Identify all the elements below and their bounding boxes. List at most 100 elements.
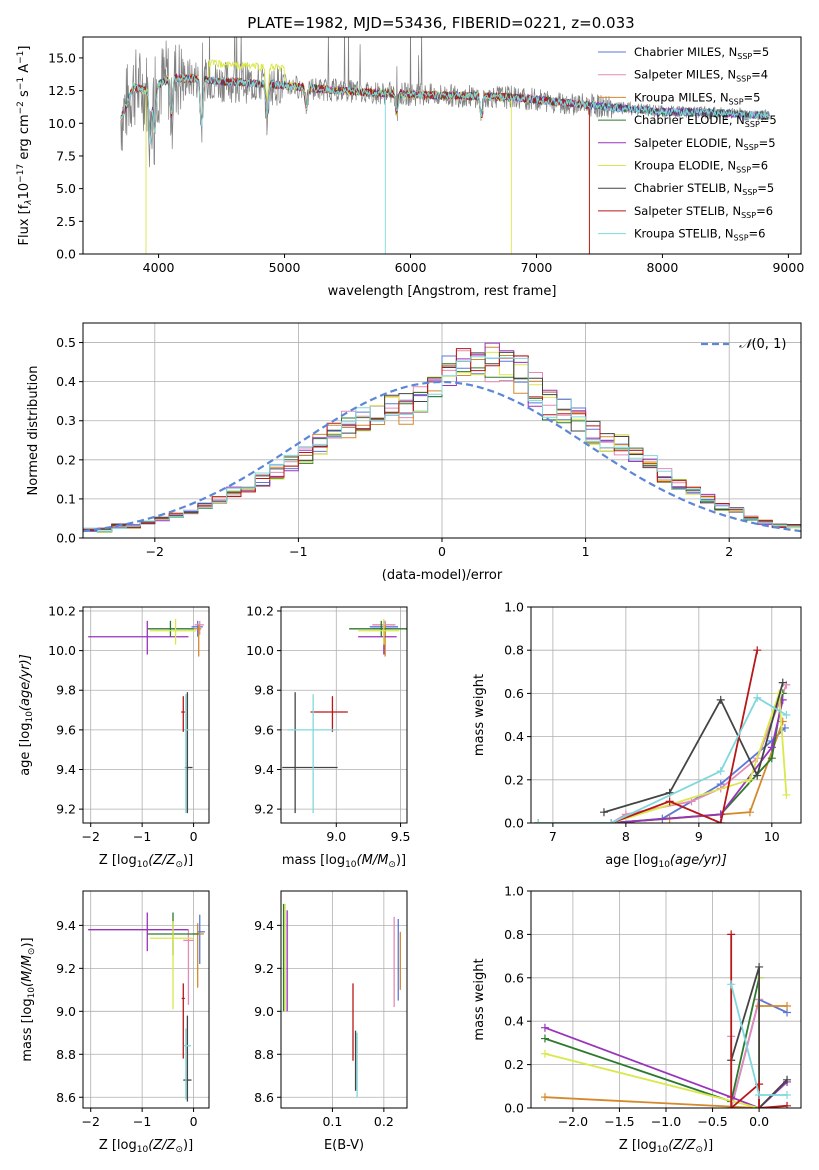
y-axis-label: Flux [fλ10−17 erg cm−2 s−1 A−1] (16, 46, 34, 246)
mass-weight-marker (767, 743, 776, 752)
y-axis-label: Normed distribution (26, 366, 41, 496)
y-tick-label: 9.8 (56, 683, 76, 698)
mass-weight-line (538, 693, 784, 823)
y-axis-label: mass [log10(M/M⊙)] (20, 937, 37, 1061)
mass-weight-marker (716, 819, 725, 823)
x-tick-label: 0 (438, 544, 446, 559)
y-tick-label: 10.0 (48, 643, 76, 658)
legend-entry: Kroupa MILES, NSSP=5 (634, 90, 760, 106)
x-tick-label: −2 (81, 1114, 99, 1129)
mass-weight-marker (783, 1090, 792, 1099)
mass-weight-marker (755, 962, 764, 971)
x-axis-label: Z [log10(Z/Z⊙)] (99, 1138, 193, 1155)
y-tick-label: 0.4 (56, 374, 76, 389)
mass-weight-marker (540, 1093, 549, 1102)
y-tick-label: 0.0 (504, 1101, 524, 1116)
mass-weight-marker (778, 717, 787, 726)
y-tick-label: 0.1 (56, 491, 76, 506)
x-tick-label: 4000 (143, 260, 175, 275)
y-tick-label: 15.0 (48, 50, 76, 65)
x-tick-label: 10 (764, 829, 780, 844)
spectrum-lines (120, 37, 770, 254)
error-bar-group (88, 618, 204, 814)
x-tick-label: −1 (133, 1114, 151, 1129)
y-tick-label: 0.8 (504, 927, 524, 942)
plot-layer: 4000 5000 6000 7000 8000 90000.02.55.07.510.0… (16, 36, 804, 1155)
x-tick-label: 6000 (395, 260, 427, 275)
y-tick-label: 0.0 (56, 531, 76, 546)
y-tick-label: 0.4 (504, 1014, 524, 1029)
axes-frame (82, 322, 802, 539)
error-bar-group (282, 618, 407, 814)
normal-curve (83, 380, 801, 533)
mass-weight-marker (599, 808, 608, 817)
x-axis-label: age [log10(age/yr)] (605, 853, 727, 870)
mass-weight-marker (753, 693, 762, 702)
mass-weight-marker (782, 790, 791, 799)
residual-histograms (83, 342, 801, 533)
x-tick-label: 8000 (647, 260, 679, 275)
mass-weight-marker (607, 819, 616, 823)
x-tick-label: 9.0 (326, 829, 346, 844)
y-tick-label: 7.5 (56, 148, 76, 163)
y-tick-label: 0.2 (504, 1057, 524, 1072)
residual-histogram (83, 348, 801, 530)
y-tick-label: 0.2 (56, 452, 76, 467)
legend-entry: Chabrier STELIB, NSSP=5 (634, 181, 774, 197)
x-tick-label: −0.5 (697, 1114, 727, 1129)
y-tick-label: 8.6 (56, 1090, 76, 1105)
y-tick-label: 8.6 (254, 1090, 274, 1105)
y-tick-label: 9.8 (254, 683, 274, 698)
y-tick-label: 5.0 (56, 181, 76, 196)
x-axis-label: Z [log10(Z/Z⊙)] (619, 1138, 713, 1155)
mass-weight-line (544, 977, 760, 1108)
legend-entry: Kroupa STELIB, NSSP=6 (634, 227, 765, 243)
x-axis-label: (data-model)/error (382, 568, 503, 583)
y-tick-label: 9.2 (254, 961, 274, 976)
mass-weight-marker (727, 980, 736, 989)
y-tick-label: 9.4 (254, 762, 274, 777)
model-spectrum (120, 74, 770, 254)
y-tick-label: 9.2 (254, 802, 274, 817)
axes-frame (530, 606, 802, 824)
residual-histogram (83, 356, 801, 533)
x-tick-label: 5000 (269, 260, 301, 275)
x-tick-label: 0.2 (374, 1114, 394, 1129)
y-tick-label: 9.4 (254, 918, 274, 933)
axes-frame (82, 606, 210, 824)
x-tick-label: 9.5 (391, 829, 411, 844)
mass-weight-lines (540, 930, 792, 1108)
axes-frame (530, 890, 802, 1109)
error-bar-group (282, 903, 401, 1098)
x-tick-label: 2 (725, 544, 733, 559)
y-tick-label: 8.8 (56, 1047, 76, 1062)
figure-title: PLATE=1982, MJD=53436, FIBERID=0221, z=0… (247, 14, 634, 32)
mass-weight-line (610, 650, 759, 823)
legend-entry: Salpeter ELODIE, NSSP=5 (634, 136, 776, 152)
mass-weight-marker (540, 1034, 549, 1043)
x-tick-label: 7000 (521, 260, 553, 275)
mass-weight-marker (534, 819, 543, 823)
mass-weight-line (538, 727, 786, 823)
y-tick-label: 10.2 (246, 603, 274, 618)
x-tick-label: −1 (133, 829, 151, 844)
legend-normal-label: 𝒩(0, 1) (739, 337, 786, 352)
x-tick-label: −2 (81, 829, 99, 844)
y-tick-label: 0.4 (504, 729, 524, 744)
mass-weight-marker (778, 678, 787, 687)
y-tick-label: 0.6 (504, 686, 524, 701)
y-tick-label: 0.0 (56, 247, 76, 262)
legend-entry: Salpeter STELIB, NSSP=6 (634, 204, 773, 220)
x-tick-label: 1 (582, 544, 590, 559)
x-axis-label: Z [log10(Z/Z⊙)] (99, 853, 193, 870)
y-tick-label: 9.4 (56, 762, 76, 777)
axes-frame (280, 606, 408, 824)
y-tick-label: 1.0 (504, 600, 524, 615)
mass-weight-marker (755, 1090, 764, 1099)
y-tick-label: 9.0 (254, 1004, 274, 1019)
mass-weight-marker (753, 771, 762, 780)
y-tick-label: 9.2 (56, 802, 76, 817)
y-tick-label: 1.0 (504, 884, 524, 899)
y-tick-label: 0.8 (504, 643, 524, 658)
mass-weight-marker (782, 680, 791, 689)
